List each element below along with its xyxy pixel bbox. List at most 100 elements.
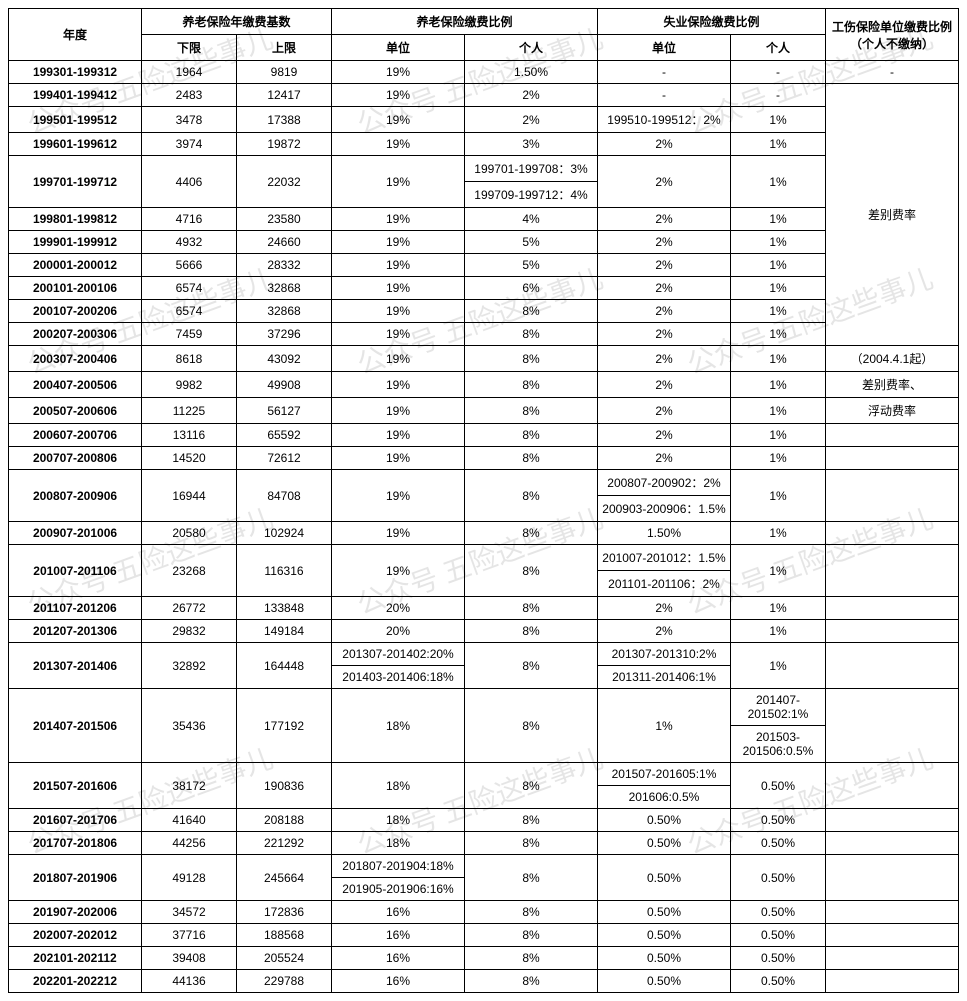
table-head: 年度 养老保险年缴费基数 养老保险缴费比例 失业保险缴费比例 工伤保险单位缴费比…	[9, 9, 959, 61]
cell-pension-unit: 20%	[332, 597, 465, 620]
cell-injury	[826, 620, 959, 643]
cell-pension-person: 8%	[465, 809, 598, 832]
cell-pension-person: 8%	[465, 763, 598, 809]
cell-unemp-person: -	[731, 61, 826, 84]
cell-pension-person: 8%	[465, 323, 598, 346]
cell-unemp-person: 0.50%	[731, 763, 826, 809]
cell-injury: -	[826, 61, 959, 84]
cell-pension-person: 8%	[465, 346, 598, 372]
cell-period: 199801-199812	[9, 208, 142, 231]
cell-lower: 34572	[142, 901, 237, 924]
cell-upper: 188568	[237, 924, 332, 947]
cell-lower: 37716	[142, 924, 237, 947]
cell-unemp-person: 1%	[731, 133, 826, 156]
cell-lower: 5666	[142, 254, 237, 277]
cell-unemp-unit: 2%	[598, 208, 731, 231]
cell-pension-person: 8%	[465, 447, 598, 470]
cell-upper: 221292	[237, 832, 332, 855]
cell-unemp-unit: 2%	[598, 597, 731, 620]
table-row: 200001-20001256662833219%5%2%1%	[9, 254, 959, 277]
cell-unemp-person: 201407-201502:1%201503-201506:0.5%	[731, 689, 826, 763]
cell-pension-person: 8%	[465, 970, 598, 993]
cell-pension-person: 8%	[465, 643, 598, 689]
cell-unemp-unit: 201507-201605:1%201606:0.5%	[598, 763, 731, 809]
cell-pension-unit: 18%	[332, 763, 465, 809]
cell-unemp-unit: 2%	[598, 346, 731, 372]
cell-injury: 差别费率、	[826, 372, 959, 398]
cell-pension-unit: 19%	[332, 61, 465, 84]
table-row: 200607-200706131166559219%8%2%1%	[9, 424, 959, 447]
cell-unemp-unit: 1.50%	[598, 522, 731, 545]
cell-pension-unit: 16%	[332, 901, 465, 924]
cell-lower: 4932	[142, 231, 237, 254]
table-row: 200307-20040686184309219%8%2%1%（2004.4.1…	[9, 346, 959, 372]
header-u-unit: 单位	[598, 35, 731, 61]
cell-unemp-unit: 0.50%	[598, 809, 731, 832]
cell-unemp-person: 0.50%	[731, 947, 826, 970]
cell-unemp-person: 1%	[731, 254, 826, 277]
header-pension-rate: 养老保险缴费比例	[332, 9, 598, 35]
cell-period: 200807-200906	[9, 470, 142, 522]
cell-pension-person: 8%	[465, 689, 598, 763]
cell-pension-person: 8%	[465, 620, 598, 643]
cell-unemp-person: 1%	[731, 277, 826, 300]
cell-injury	[826, 855, 959, 901]
cell-lower: 3974	[142, 133, 237, 156]
cell-pension-person: 6%	[465, 277, 598, 300]
cell-unemp-person: 1%	[731, 372, 826, 398]
cell-injury	[826, 597, 959, 620]
cell-unemp-person: 1%	[731, 643, 826, 689]
cell-unemp-person: 1%	[731, 231, 826, 254]
cell-unemp-unit: 2%	[598, 398, 731, 424]
cell-upper: 102924	[237, 522, 332, 545]
cell-upper: 37296	[237, 323, 332, 346]
cell-period: 199901-199912	[9, 231, 142, 254]
cell-pension-unit: 19%	[332, 323, 465, 346]
table-row: 199501-19951234781738819%2%199510-199512…	[9, 107, 959, 133]
cell-pension-unit: 18%	[332, 809, 465, 832]
cell-period: 201807-201906	[9, 855, 142, 901]
cell-pension-person: 8%	[465, 300, 598, 323]
cell-pension-unit: 19%	[332, 346, 465, 372]
cell-pension-person: 8%	[465, 470, 598, 522]
cell-injury	[826, 522, 959, 545]
cell-pension-unit: 19%	[332, 300, 465, 323]
cell-pension-person: 4%	[465, 208, 598, 231]
cell-upper: 28332	[237, 254, 332, 277]
cell-pension-unit: 19%	[332, 84, 465, 107]
cell-period: 201707-201806	[9, 832, 142, 855]
cell-unemp-unit: 199510-199512：2%	[598, 107, 731, 133]
table-row: 199701-19971244062203219%199701-199708：3…	[9, 156, 959, 208]
cell-unemp-unit: 0.50%	[598, 832, 731, 855]
cell-pension-person: 8%	[465, 545, 598, 597]
table-row: 201307-20140632892164448201307-201402:20…	[9, 643, 959, 689]
cell-pension-unit: 19%	[332, 133, 465, 156]
cell-unemp-person: 1%	[731, 470, 826, 522]
cell-unemp-person: 1%	[731, 424, 826, 447]
cell-unemp-person: 1%	[731, 208, 826, 231]
cell-unemp-unit: 2%	[598, 447, 731, 470]
cell-pension-person: 8%	[465, 372, 598, 398]
cell-period: 200101-200106	[9, 277, 142, 300]
cell-pension-person: 3%	[465, 133, 598, 156]
cell-upper: 205524	[237, 947, 332, 970]
cell-lower: 44256	[142, 832, 237, 855]
header-p-person: 个人	[465, 35, 598, 61]
cell-injury: （2004.4.1起）	[826, 346, 959, 372]
cell-period: 200307-200406	[9, 346, 142, 372]
header-u-person: 个人	[731, 35, 826, 61]
cell-period: 202201-202212	[9, 970, 142, 993]
cell-pension-unit: 19%	[332, 107, 465, 133]
cell-unemp-unit: 201007-201012：1.5%201101-201106：2%	[598, 545, 731, 597]
table-row: 200207-20030674593729619%8%2%1%	[9, 323, 959, 346]
cell-pension-person: 5%	[465, 231, 598, 254]
cell-pension-person: 8%	[465, 855, 598, 901]
header-unemp-rate: 失业保险缴费比例	[598, 9, 826, 35]
cell-pension-unit: 16%	[332, 947, 465, 970]
table-body: 199301-1993121964981919%1.50%---199401-1…	[9, 61, 959, 993]
cell-pension-unit: 19%	[332, 470, 465, 522]
cell-upper: 164448	[237, 643, 332, 689]
table-row: 199801-19981247162358019%4%2%1%	[9, 208, 959, 231]
cell-period: 200001-200012	[9, 254, 142, 277]
table-row: 201807-20190649128245664201807-201904:18…	[9, 855, 959, 901]
